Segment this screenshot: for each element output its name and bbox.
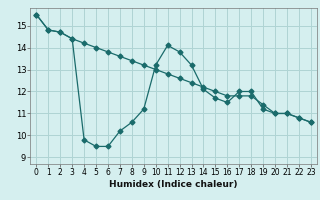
X-axis label: Humidex (Indice chaleur): Humidex (Indice chaleur) (109, 180, 238, 189)
